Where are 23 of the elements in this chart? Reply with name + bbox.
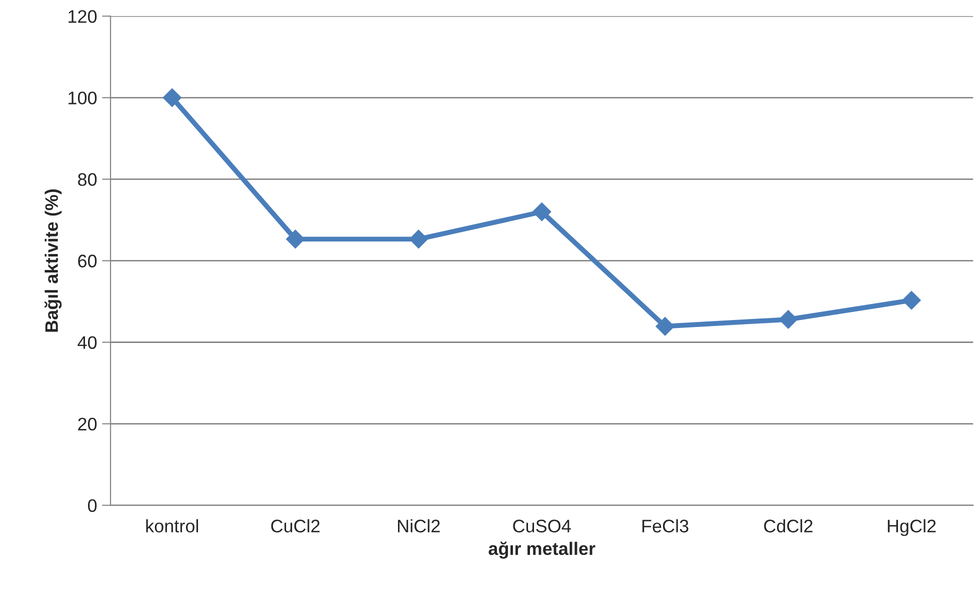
point — [532, 202, 552, 222]
x-tick-label: CdCl2 — [764, 519, 812, 532]
point — [162, 88, 182, 108]
y-tick-label: 20 — [78, 418, 97, 431]
y-tick-label: 40 — [78, 336, 97, 349]
point — [778, 310, 798, 329]
y-tick-label: 120 — [68, 10, 97, 23]
point — [656, 317, 674, 336]
x-tick-label: CuSO4 — [513, 520, 571, 532]
y-tick-label: 0 — [88, 499, 97, 512]
y-tick-label: 100 — [68, 92, 97, 104]
x-axis-title: ağır metaller — [488, 542, 596, 559]
y-tick-label: 60 — [78, 254, 97, 268]
x-tick-label: CuCl2 — [271, 519, 320, 532]
x-tick-label: HgCl2 — [888, 519, 936, 536]
point — [409, 230, 428, 248]
y-axis-title: Bağıl aktivite (%) — [44, 189, 62, 332]
point — [286, 230, 305, 248]
x-tick-label: NiCl2 — [398, 519, 440, 532]
x-tick-label: FeCl3 — [642, 519, 688, 532]
point — [902, 290, 921, 310]
x-tick-label: kontrol — [146, 519, 198, 532]
y-tick-label: 80 — [78, 173, 97, 186]
